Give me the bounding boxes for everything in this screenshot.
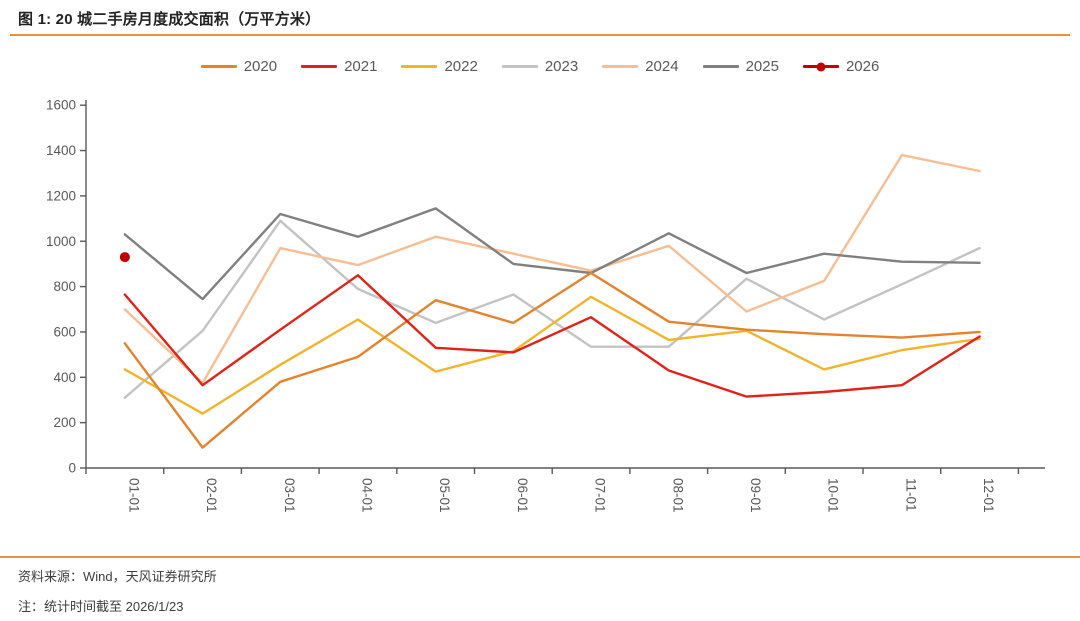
series-line-2024 <box>123 153 981 385</box>
note-text: 注：统计时间截至 2026/1/23 <box>18 599 184 614</box>
legend-swatch-2023 <box>501 65 538 68</box>
series-line-2025 <box>123 207 981 301</box>
y-axis-label: 1200 <box>46 188 76 203</box>
legend-label-2021: 2021 <box>344 58 378 75</box>
legend-label-2023: 2023 <box>544 58 579 75</box>
legend-swatch-2026 <box>802 62 839 71</box>
y-axis-label: 1000 <box>46 234 76 249</box>
legend-item-2025: 2025 <box>702 58 779 75</box>
legend-swatch-2021 <box>301 65 338 68</box>
series-line-2020 <box>123 271 981 449</box>
chart-legend: 2020 2021 2022 2023 2024 2025 2026 <box>0 58 1080 75</box>
x-axis-label: 02-01 <box>204 478 219 513</box>
legend-item-2024: 2024 <box>602 58 679 75</box>
legend-marker-dot-2026 <box>816 62 826 71</box>
legend-label-2024: 2024 <box>645 58 679 75</box>
legend-label-2026: 2026 <box>845 58 880 75</box>
x-axis-label: 07-01 <box>593 478 608 513</box>
footer-divider-rule <box>0 556 1080 558</box>
legend-item-2020: 2020 <box>200 58 278 75</box>
x-axis-label: 10-01 <box>826 478 841 513</box>
data-point-2026 <box>119 252 130 263</box>
legend-item-2021: 2021 <box>301 58 377 75</box>
legend-item-2022: 2022 <box>401 58 478 75</box>
source-text: 资料来源：Wind，天风证券研究所 <box>18 569 217 584</box>
legend-label-2020: 2020 <box>243 58 278 75</box>
y-axis-label: 400 <box>53 370 76 385</box>
x-axis-label: 09-01 <box>748 478 763 513</box>
y-axis-label: 1400 <box>46 143 76 158</box>
legend-swatch-2024 <box>602 65 639 68</box>
y-axis-label: 800 <box>53 279 76 294</box>
figure-title: 图 1: 20 城二手房月度成交面积（万平方米） <box>18 11 321 28</box>
x-axis-label: 11-01 <box>903 478 918 512</box>
series-line-2021 <box>123 274 981 398</box>
x-axis-label: 04-01 <box>359 478 374 513</box>
x-axis-label: 06-01 <box>515 478 530 513</box>
legend-label-2022: 2022 <box>444 58 478 75</box>
y-axis-label: 200 <box>53 415 76 430</box>
legend-swatch-2020 <box>200 65 237 68</box>
y-axis-label: 600 <box>53 324 76 339</box>
title-divider-rule <box>10 34 1070 36</box>
series-line-2023 <box>123 219 981 399</box>
legend-label-2025: 2025 <box>745 58 779 75</box>
x-axis-label: 05-01 <box>437 478 452 513</box>
legend-swatch-2022 <box>401 65 438 68</box>
series-line-2022 <box>123 295 981 415</box>
legend-item-2026: 2026 <box>802 58 880 75</box>
y-axis-label: 1600 <box>46 98 76 113</box>
legend-swatch-2025 <box>702 65 739 68</box>
x-axis-label: 12-01 <box>981 478 996 513</box>
legend-item-2023: 2023 <box>501 58 579 75</box>
y-axis-label: 0 <box>68 461 76 476</box>
x-axis-label: 08-01 <box>670 478 685 513</box>
x-axis-label: 03-01 <box>282 478 297 513</box>
x-axis-label: 01-01 <box>126 478 141 513</box>
